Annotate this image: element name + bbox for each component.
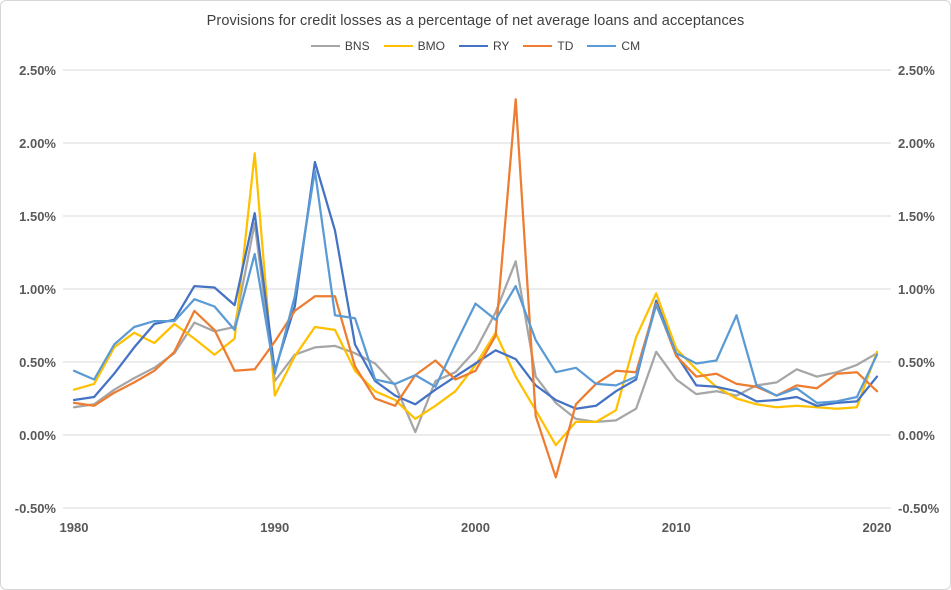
y-axis-tick-right: 0.00%	[898, 428, 935, 443]
legend-label: RY	[492, 39, 510, 53]
series-line-bns	[72, 222, 879, 434]
y-axis-tick-left: 1.00%	[19, 282, 56, 297]
chart-title: Provisions for credit losses as a percen…	[206, 13, 745, 29]
x-axis-tick: 1980	[60, 520, 89, 535]
x-axis-tick: 1990	[260, 520, 289, 535]
legend-item-bmo: BMO	[383, 39, 445, 53]
y-axis-tick-right: 1.00%	[898, 282, 935, 297]
legend-item-td: TD	[523, 39, 573, 53]
legend-item-ry: RY	[458, 39, 510, 53]
legend-line-swatch	[458, 45, 488, 47]
y-axis-tick-right: 2.00%	[898, 136, 935, 151]
y-axis-tick-left: 0.00%	[19, 428, 56, 443]
legend-label: BNS	[344, 39, 370, 53]
series-line-cm	[72, 169, 879, 405]
legend-item-cm: CM	[587, 39, 640, 53]
y-axis-tick-right: 0.50%	[898, 355, 935, 370]
legend: BNS BMO RY TD CM	[1, 39, 950, 53]
x-axis-tick: 2010	[662, 520, 691, 535]
y-axis-tick-left: -0.50%	[15, 501, 57, 516]
legend-label: BMO	[417, 39, 445, 53]
y-axis-tick-left: 0.50%	[19, 355, 56, 370]
y-axis-tick-left: 2.50%	[19, 63, 56, 78]
y-axis-tick-right: -0.50%	[898, 501, 940, 516]
legend-label: CM	[621, 39, 641, 53]
y-axis-tick-left: 2.00%	[19, 136, 56, 151]
legend-line-swatch	[310, 45, 340, 47]
legend-label: TD	[557, 39, 574, 53]
y-axis-tick-right: 1.50%	[898, 209, 935, 224]
legend-line-swatch	[587, 45, 617, 47]
x-axis-tick: 2020	[863, 520, 892, 535]
y-axis-tick-right: 2.50%	[898, 63, 935, 78]
series-line-bmo	[72, 152, 879, 447]
legend-line-swatch	[383, 45, 413, 47]
series-line-td	[72, 98, 879, 479]
x-axis-tick: 2000	[461, 520, 490, 535]
legend-line-swatch	[523, 45, 553, 47]
y-axis-tick-left: 1.50%	[19, 209, 56, 224]
legend-item-bns: BNS	[310, 39, 370, 53]
series-line-ry	[72, 160, 879, 410]
